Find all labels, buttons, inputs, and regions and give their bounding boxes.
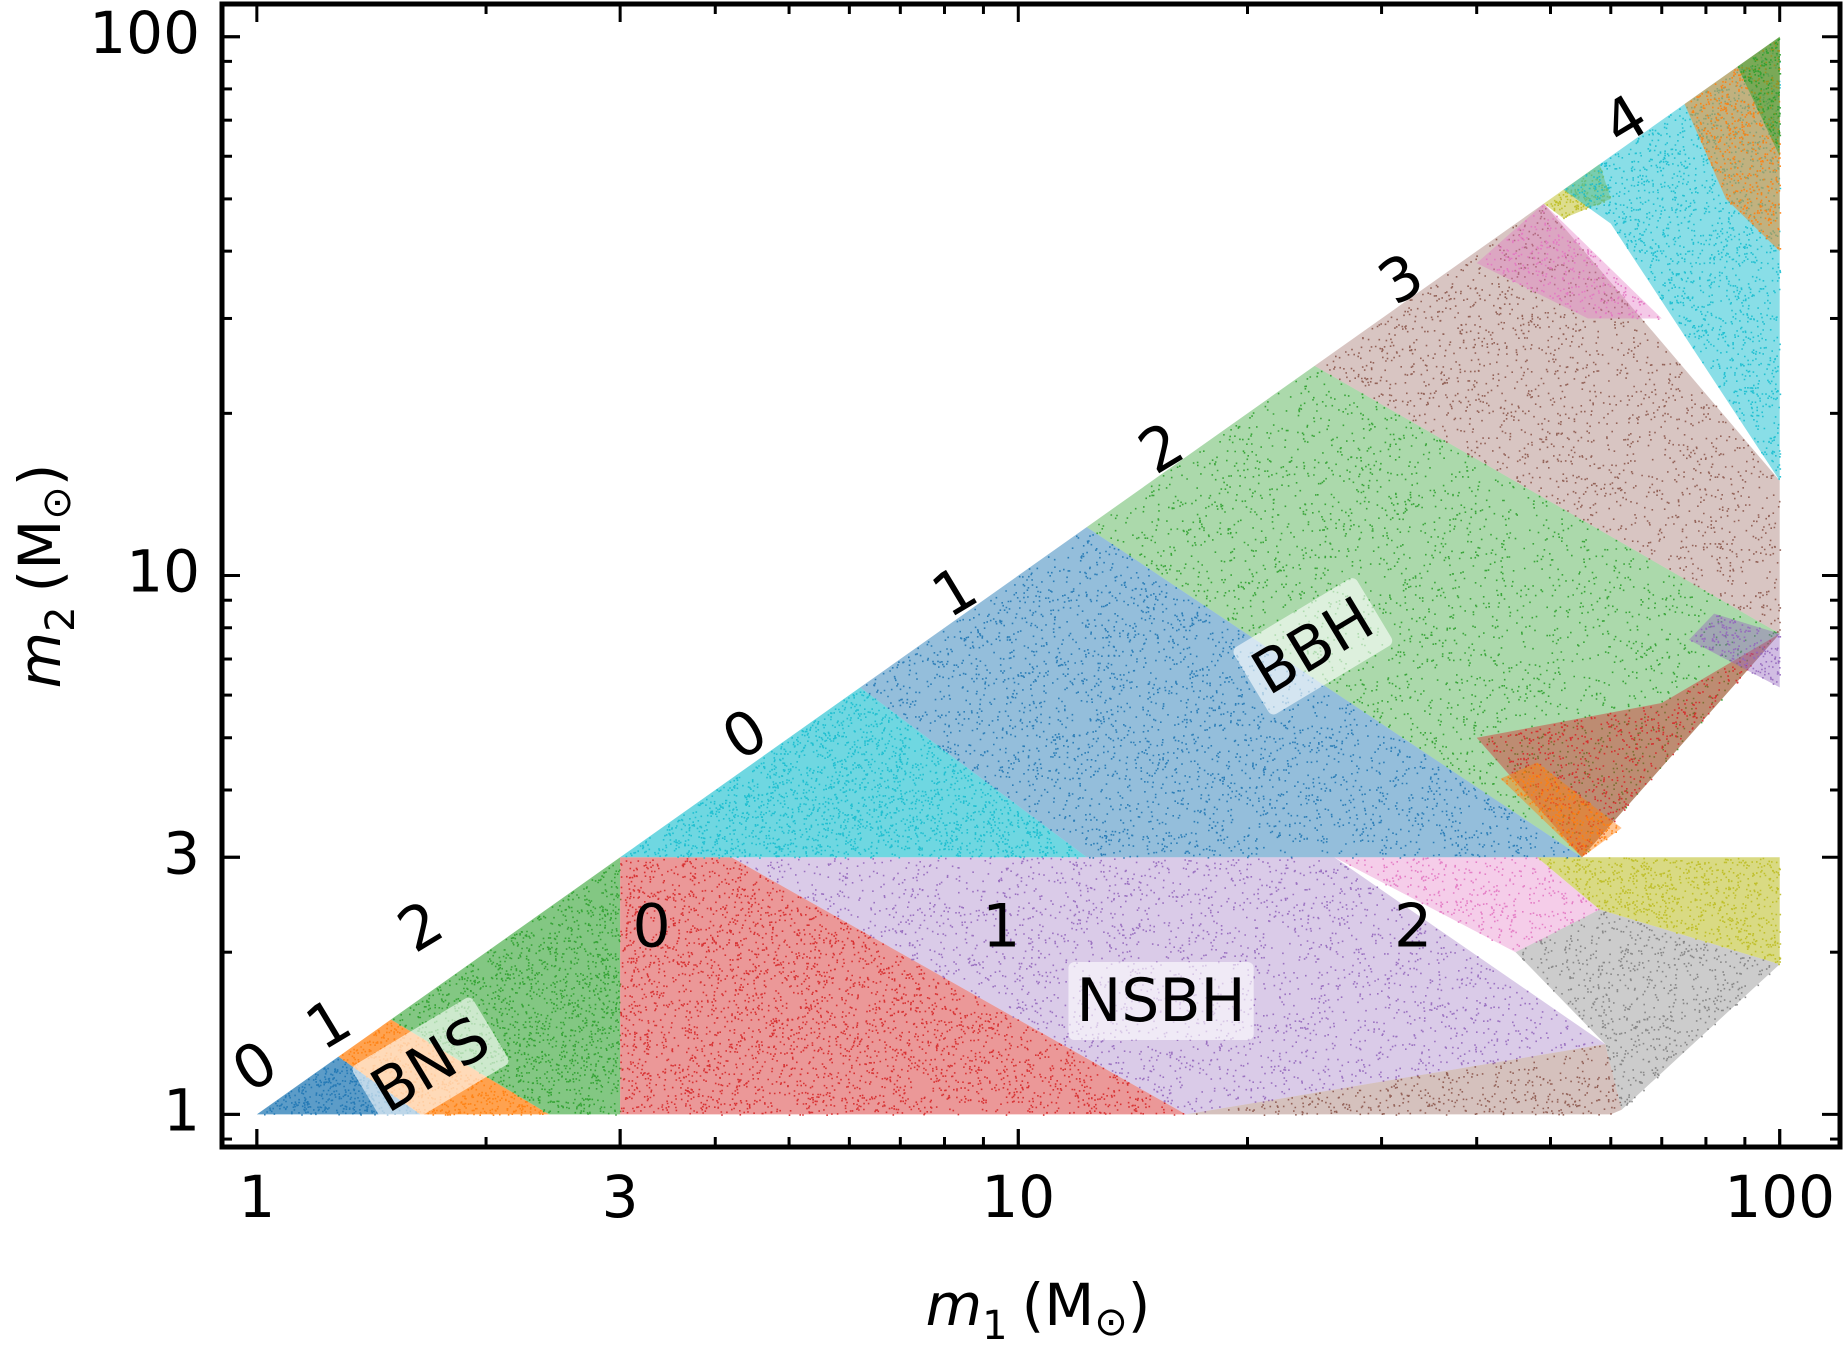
series-points: [1690, 42, 1782, 250]
series-region-fill: [1185, 1044, 1622, 1115]
series-region-fill: [1688, 613, 1780, 688]
bin-label: 0: [221, 1027, 290, 1107]
series-bbh-bin-0: [620, 687, 1087, 859]
series-points: [1738, 38, 1782, 148]
series-nsbh-bin-2: [1536, 857, 1782, 966]
x-axis-label: m1 (M⊙): [926, 1271, 1151, 1342]
series-bbh-bin-3: [1314, 203, 1782, 634]
series-bbh-bin-4: [1684, 36, 1782, 252]
region-label-background: [352, 997, 509, 1133]
series-points: [1485, 205, 1660, 320]
series-points: [1486, 640, 1771, 856]
series-points: [393, 864, 622, 1116]
x-tick-label: 3: [602, 1163, 639, 1231]
y-tick-label: 3: [163, 819, 200, 887]
series-nsbh-bin-2: [1515, 909, 1780, 1110]
series-region-fill: [860, 527, 1583, 858]
series-points: [1539, 857, 1782, 966]
series-region-fill: [620, 857, 1186, 1115]
series-points: [1546, 168, 1611, 220]
region-label-nsbh: NSBH: [1076, 966, 1245, 1036]
series-bbh-bin-2: [1500, 762, 1622, 858]
series-nsbh-bin-1: [1185, 1044, 1622, 1116]
region-label-background: [1233, 578, 1393, 715]
series-region-fill: [620, 687, 1087, 858]
series-nsbh-bin-0: [620, 857, 1186, 1116]
region-label-background: [1068, 962, 1254, 1041]
series-region-fill: [1737, 36, 1780, 157]
series-bbh-bin-4: [1563, 36, 1782, 481]
x-tick-label: 1: [238, 1163, 275, 1231]
series-bbh-bin-1: [860, 527, 1583, 859]
y-tick-label: 1: [163, 1077, 200, 1145]
scatter-regions: [256, 36, 1782, 1116]
x-tick-label: 100: [1724, 1163, 1835, 1231]
series-points: [1345, 857, 1600, 950]
x-tick-label: 10: [981, 1163, 1055, 1231]
series-points: [1196, 1045, 1622, 1116]
bin-label: 2: [1394, 891, 1432, 961]
series-bbh-bin-3: [1688, 613, 1782, 688]
series-region-fill: [1515, 909, 1780, 1110]
series-region-fill: [1314, 203, 1780, 634]
series-bbh-bin-3: [1476, 203, 1662, 320]
y-tick-label: 10: [126, 538, 200, 606]
series-region-fill: [1086, 365, 1780, 858]
series-bbh-bin-4: [1737, 36, 1782, 157]
y-tick-label: 100: [89, 0, 200, 67]
series-bbh-bin-2: [1086, 365, 1780, 858]
bin-label: 1: [982, 891, 1020, 961]
series-region-fill: [1334, 857, 1600, 953]
bin-label: 2: [386, 887, 455, 967]
y-axis-label: m2(M⊙): [6, 464, 84, 689]
series-nsbh-bin-2: [1334, 857, 1600, 953]
bin-label: 0: [633, 891, 671, 961]
